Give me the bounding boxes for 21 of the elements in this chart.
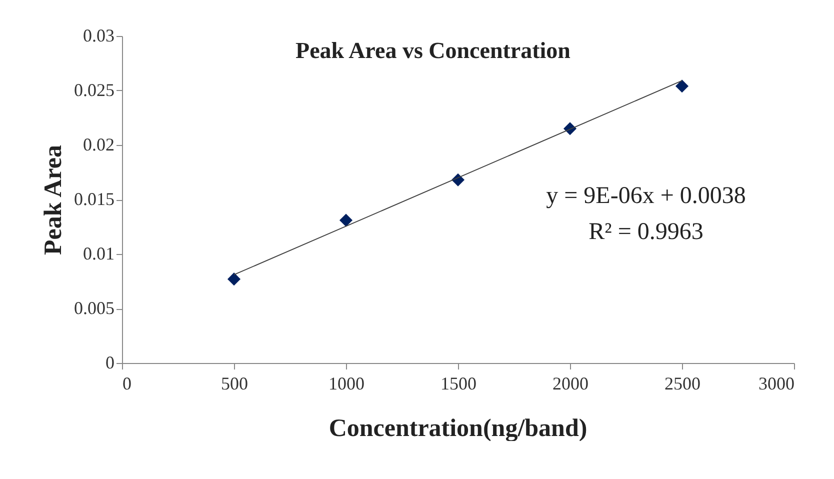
y-axis-title: Peak Area [40, 144, 67, 255]
point [339, 214, 353, 227]
x-tick-label: 2500 [664, 374, 700, 394]
y-tick-label: 0.01 [83, 244, 114, 264]
point [227, 272, 241, 286]
chart-title: Peak Area vs Concentration [296, 38, 571, 63]
y-tick-label: 0.02 [83, 134, 114, 154]
point [675, 80, 689, 93]
annotation: y = 9E-06x + 0.0038 [546, 183, 746, 209]
y-tick-label: 0.015 [74, 189, 114, 209]
y-tick-label: 0.03 [83, 26, 114, 46]
x-tick-label: 3000 [758, 374, 794, 394]
x-tick-label: 0 [122, 374, 132, 394]
y-tick-label: 0.005 [74, 298, 114, 318]
x-tick-label: 2000 [552, 374, 588, 394]
y-tick-label: 0 [106, 352, 114, 372]
y-tick-label: 0.025 [74, 80, 114, 100]
x-tick-label: 500 [221, 374, 248, 394]
x-tick-label: 1500 [440, 374, 476, 394]
annotation: R² = 0.9963 [588, 219, 704, 245]
x-tick-label: 1000 [328, 374, 364, 394]
